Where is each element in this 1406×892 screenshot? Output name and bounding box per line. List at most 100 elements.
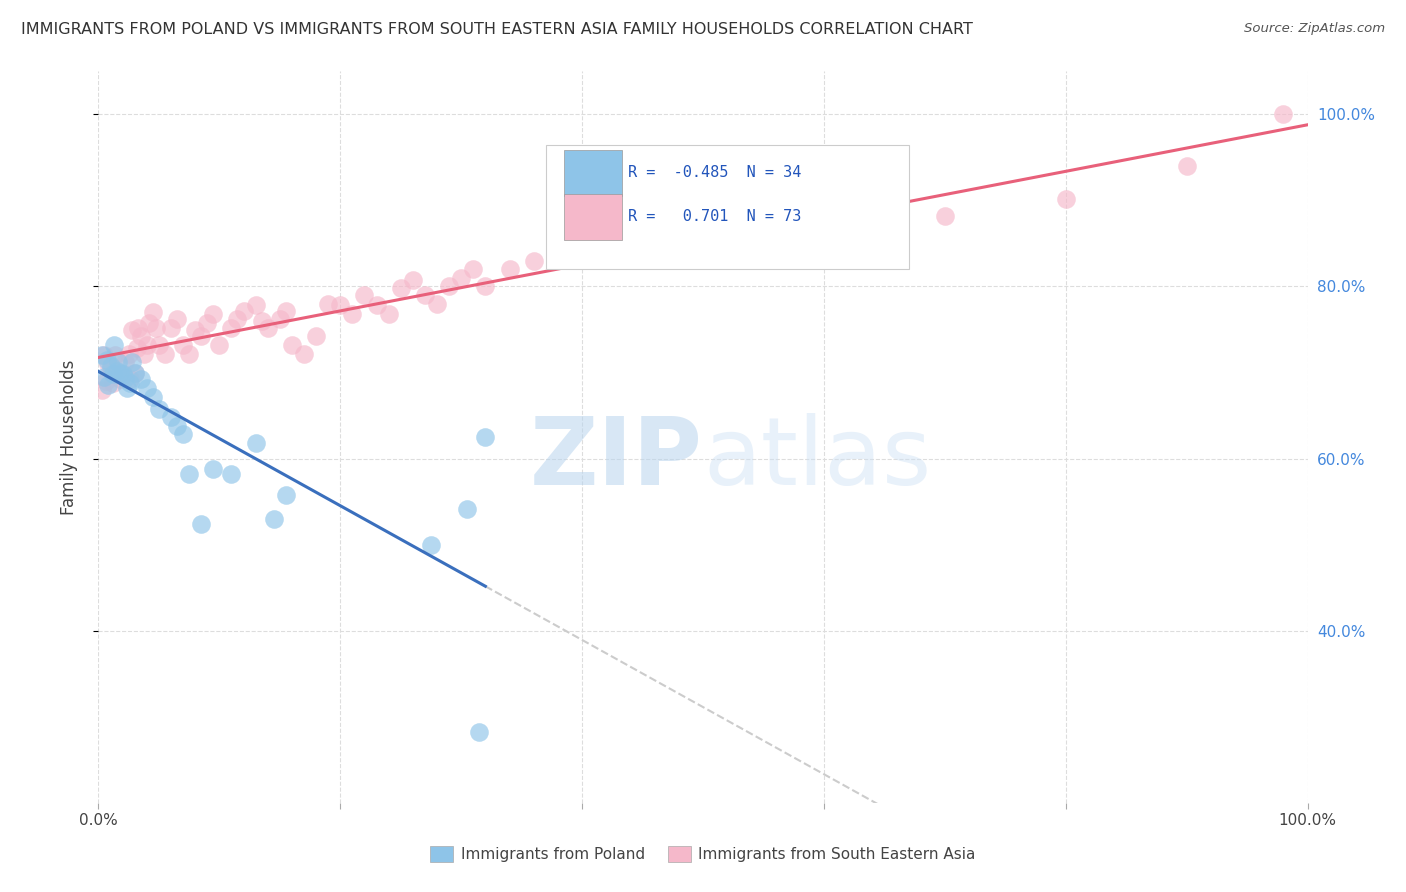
Point bbox=[190, 329, 212, 343]
Point bbox=[195, 316, 218, 330]
Point bbox=[250, 314, 273, 328]
Point bbox=[420, 538, 443, 552]
Point bbox=[108, 372, 131, 386]
Point bbox=[111, 368, 134, 382]
Point bbox=[118, 376, 141, 390]
Point bbox=[353, 288, 375, 302]
Point bbox=[692, 219, 714, 234]
Point bbox=[127, 320, 149, 334]
Point bbox=[103, 338, 125, 352]
Point bbox=[245, 298, 267, 312]
Point bbox=[172, 338, 194, 352]
Point bbox=[1175, 159, 1198, 173]
FancyBboxPatch shape bbox=[564, 194, 621, 240]
Point bbox=[135, 338, 157, 352]
Point bbox=[145, 320, 167, 334]
Point bbox=[108, 366, 131, 380]
Point bbox=[274, 303, 297, 318]
Point bbox=[153, 346, 176, 360]
Point bbox=[232, 303, 254, 318]
Point bbox=[97, 378, 120, 392]
Point bbox=[101, 368, 124, 382]
Point bbox=[934, 209, 956, 223]
Point bbox=[179, 467, 201, 481]
Point bbox=[160, 320, 183, 334]
Point bbox=[96, 352, 118, 367]
Point bbox=[474, 430, 496, 444]
Point bbox=[377, 307, 399, 321]
Point bbox=[740, 226, 762, 240]
FancyBboxPatch shape bbox=[546, 145, 908, 268]
Point bbox=[463, 262, 485, 277]
Point bbox=[190, 516, 212, 531]
Point bbox=[789, 209, 811, 223]
Point bbox=[118, 346, 141, 360]
Legend: Immigrants from Poland, Immigrants from South Eastern Asia: Immigrants from Poland, Immigrants from … bbox=[425, 840, 981, 868]
Point bbox=[91, 348, 114, 362]
Point bbox=[121, 355, 143, 369]
Point bbox=[111, 368, 134, 382]
Point bbox=[256, 320, 278, 334]
Point bbox=[631, 229, 654, 244]
Point bbox=[148, 401, 170, 416]
Point bbox=[134, 346, 156, 360]
Point bbox=[118, 372, 141, 386]
Y-axis label: Family Households: Family Households bbox=[59, 359, 77, 515]
Point bbox=[595, 252, 617, 266]
Point bbox=[117, 381, 139, 395]
Point bbox=[1054, 192, 1077, 206]
Point bbox=[100, 359, 122, 373]
Point bbox=[166, 418, 188, 433]
Point bbox=[142, 305, 165, 319]
Point bbox=[93, 348, 115, 362]
Point bbox=[105, 364, 128, 378]
Point bbox=[305, 329, 328, 343]
Point bbox=[100, 361, 122, 376]
Point bbox=[138, 316, 160, 330]
Point bbox=[148, 338, 170, 352]
Text: R =  -0.485  N = 34: R = -0.485 N = 34 bbox=[628, 165, 801, 180]
Point bbox=[135, 381, 157, 395]
Point bbox=[450, 271, 472, 285]
Point bbox=[107, 355, 129, 369]
Point bbox=[124, 366, 146, 380]
Point bbox=[179, 346, 201, 360]
Point bbox=[101, 376, 124, 390]
Point bbox=[121, 322, 143, 336]
Point bbox=[114, 355, 136, 369]
Point bbox=[413, 288, 436, 302]
Point bbox=[274, 488, 297, 502]
Point bbox=[366, 298, 388, 312]
Point bbox=[172, 427, 194, 442]
Point bbox=[221, 320, 243, 334]
Point bbox=[292, 346, 315, 360]
Point bbox=[456, 501, 478, 516]
Point bbox=[281, 338, 304, 352]
Point bbox=[129, 372, 152, 386]
Point bbox=[124, 366, 146, 380]
Point bbox=[474, 279, 496, 293]
Point bbox=[208, 338, 231, 352]
Point bbox=[837, 200, 859, 214]
Point bbox=[426, 296, 449, 310]
Point bbox=[114, 370, 136, 384]
Point bbox=[142, 390, 165, 404]
Point bbox=[221, 467, 243, 481]
Point bbox=[329, 298, 352, 312]
Point bbox=[184, 322, 207, 336]
Point bbox=[437, 279, 460, 293]
Point bbox=[166, 312, 188, 326]
Point bbox=[468, 725, 491, 739]
Point bbox=[498, 262, 520, 277]
Point bbox=[402, 272, 425, 286]
Point bbox=[202, 307, 225, 321]
Point bbox=[263, 512, 285, 526]
FancyBboxPatch shape bbox=[564, 151, 621, 195]
Point bbox=[245, 436, 267, 450]
Point bbox=[342, 307, 364, 321]
Point bbox=[105, 366, 128, 380]
Point bbox=[316, 296, 339, 310]
Point bbox=[104, 348, 127, 362]
Point bbox=[523, 253, 546, 268]
Point bbox=[389, 281, 412, 295]
